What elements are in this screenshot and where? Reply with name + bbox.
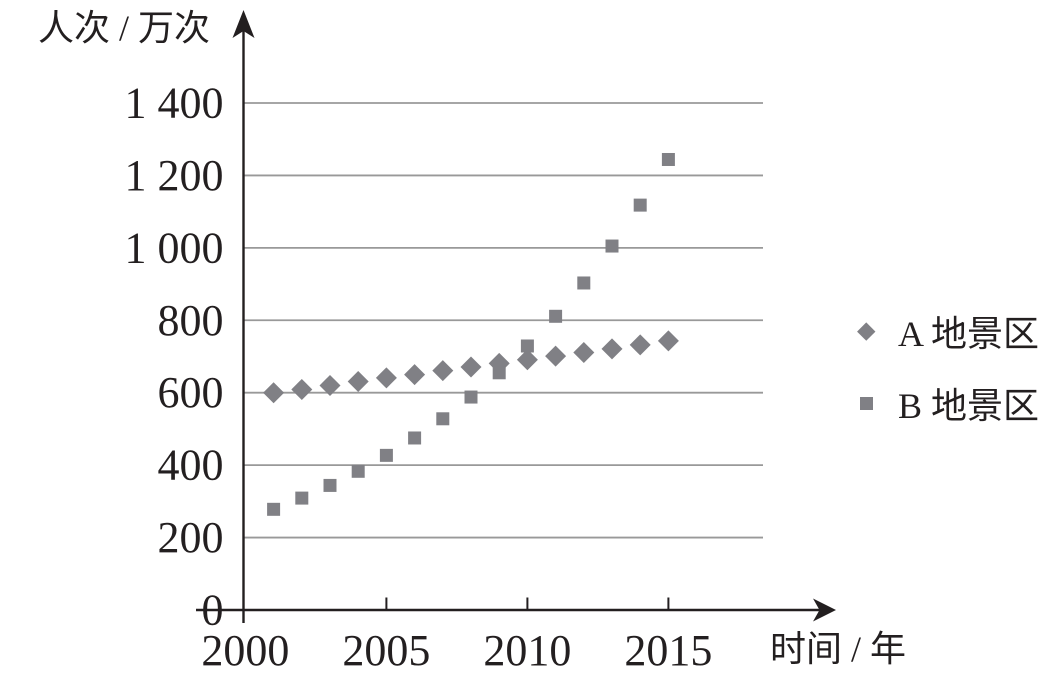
data-point	[629, 334, 651, 356]
y-tick-label: 1 000	[125, 223, 224, 272]
y-tick-label: 1 400	[125, 78, 224, 127]
data-point	[404, 364, 426, 386]
square-marker-icon	[856, 393, 876, 413]
data-point	[633, 198, 647, 212]
diamond-marker-icon	[856, 321, 876, 341]
data-point	[573, 342, 595, 364]
x-tick-label: 2000	[201, 626, 289, 675]
data-point	[295, 491, 309, 505]
x-tick-label: 2010	[483, 626, 571, 675]
data-point	[263, 382, 285, 404]
data-point	[520, 339, 534, 353]
y-axis-title: 人次 / 万次	[38, 8, 211, 48]
data-point	[460, 356, 482, 378]
x-axis-arrow-icon	[813, 598, 836, 622]
data-point	[347, 370, 369, 392]
data-point	[408, 431, 422, 445]
y-tick-label: 800	[158, 296, 224, 345]
legend-item-series-a: A 地景区	[856, 308, 1039, 354]
legend-label-series-b: B 地景区	[898, 386, 1040, 426]
y-tick-label: 200	[158, 513, 224, 562]
data-point	[545, 345, 567, 367]
data-point	[351, 464, 365, 478]
data-point	[379, 448, 393, 462]
data-point	[549, 309, 563, 323]
data-point	[291, 378, 313, 400]
data-point	[516, 349, 538, 371]
x-tick-label: 2015	[624, 626, 712, 675]
y-tick-label: 1 200	[125, 151, 224, 200]
data-point	[267, 502, 281, 516]
y-axis-arrow-icon	[232, 10, 255, 38]
y-tick-label: 400	[158, 441, 224, 490]
x-axis-title: 时间 / 年	[770, 629, 907, 669]
data-point	[436, 412, 450, 426]
y-tick-label: 600	[158, 368, 224, 417]
data-point	[375, 367, 397, 389]
legend-label-series-a: A 地景区	[898, 314, 1040, 354]
data-point	[657, 330, 679, 352]
data-point	[492, 366, 506, 380]
data-point	[661, 152, 675, 166]
data-point	[605, 239, 619, 253]
data-point	[319, 374, 341, 396]
x-tick-label: 2005	[342, 626, 430, 675]
data-point	[432, 360, 454, 382]
data-point	[464, 390, 478, 404]
data-point	[577, 276, 591, 290]
data-point	[323, 478, 337, 492]
legend-item-series-b: B 地景区	[856, 380, 1039, 426]
data-point	[601, 338, 623, 360]
